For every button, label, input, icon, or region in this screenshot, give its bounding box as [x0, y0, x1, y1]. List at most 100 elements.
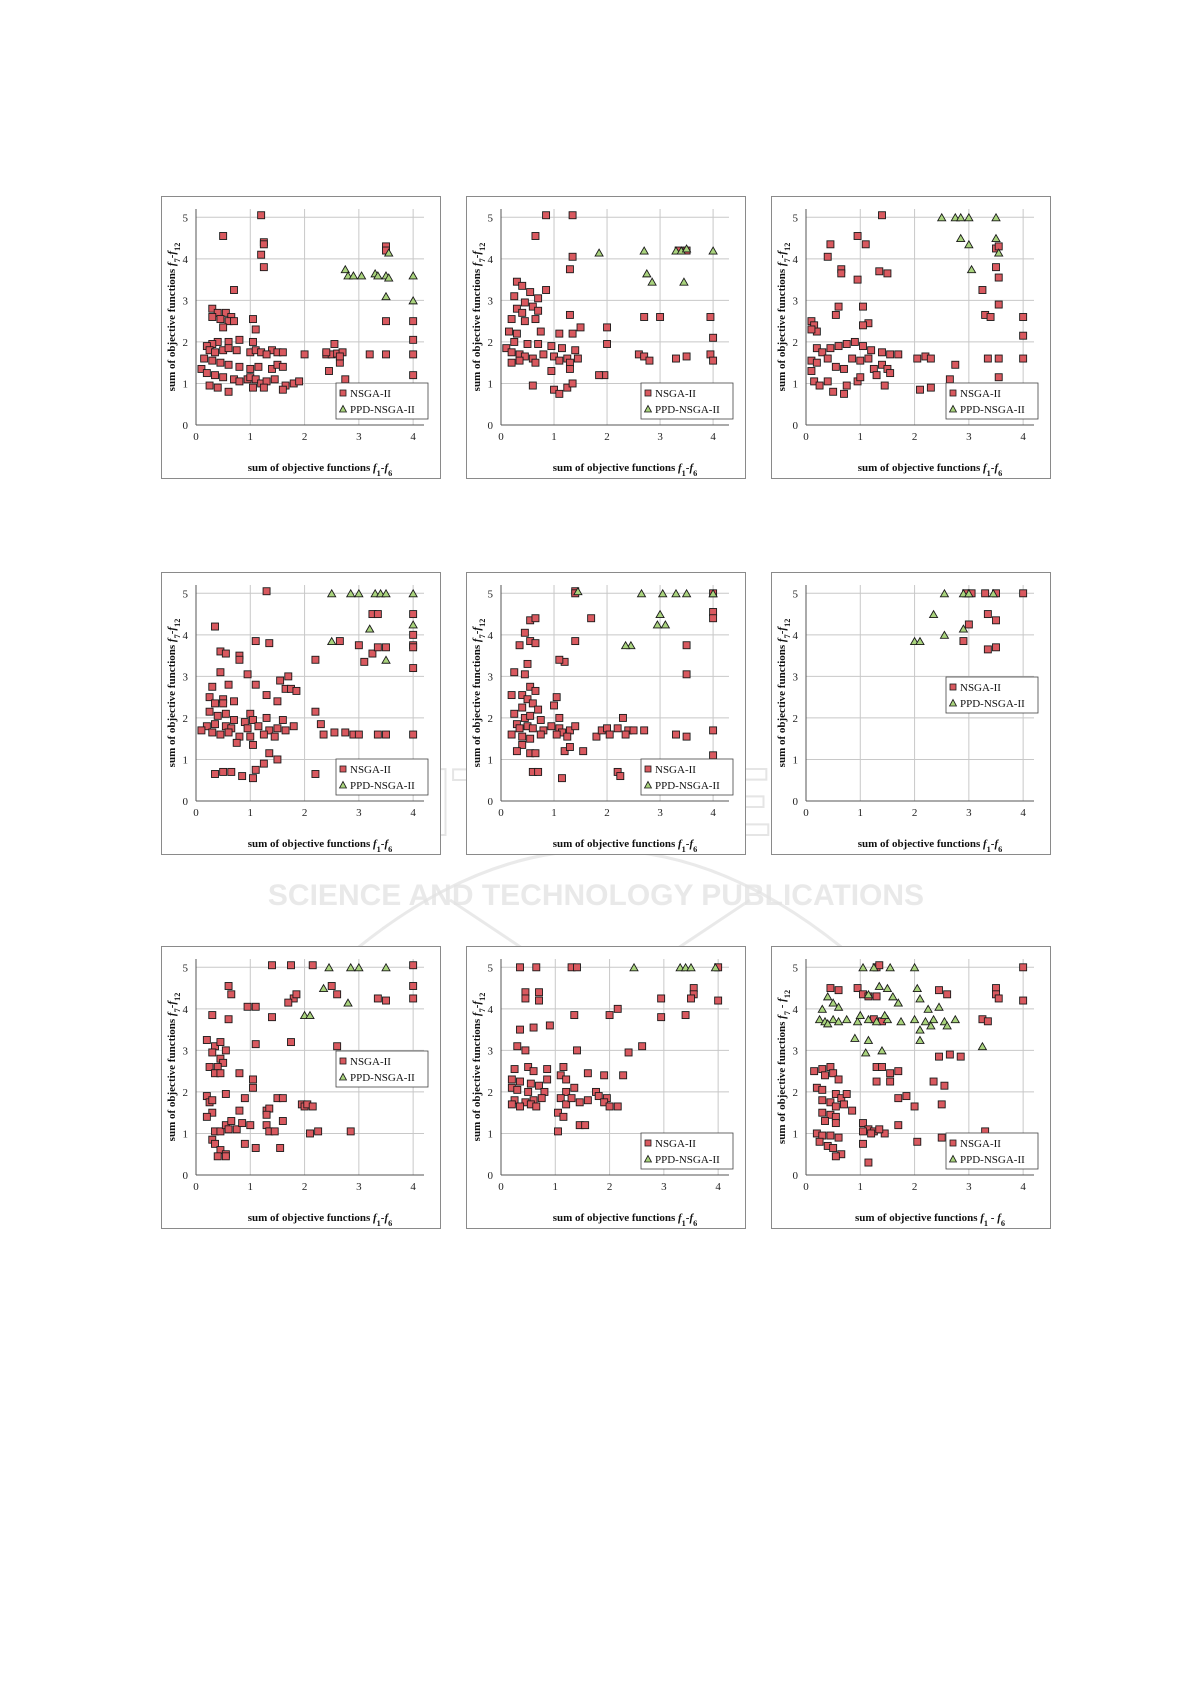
nsga-ii-point: [807, 367, 816, 375]
nsga-ii-point: [216, 358, 225, 367]
ppd-nsga-ii-point: [381, 962, 391, 972]
ppd-nsga-ii-point: [841, 1014, 852, 1024]
nsga-ii-point: [295, 377, 304, 386]
nsga-ii-point: [994, 273, 1003, 282]
nsga-ii-point: [571, 346, 580, 355]
legend-label: NSGA-II: [960, 682, 1001, 694]
nsga-ii-point: [823, 354, 832, 363]
nsga-ii-point: [894, 1121, 903, 1130]
nsga-ii-point: [875, 1125, 884, 1134]
nsga-ii-point: [682, 352, 691, 361]
legend-ppd-nsga-ii-marker: [643, 780, 653, 789]
y-tick-label: 2: [183, 337, 189, 349]
scatter-chart-6: 0 1 2 3 4 0 1 2 3 4 5 sum of objective functions f1…: [776, 585, 1039, 854]
y-tick-label: 0: [183, 796, 189, 808]
ppd-nsga-ii-point: [822, 1019, 833, 1028]
nsga-ii-point: [983, 645, 992, 654]
y-tick-label: 4: [183, 254, 189, 266]
ppd-nsga-ii-point: [686, 962, 696, 972]
y-tick-label: 5: [793, 212, 799, 224]
nsga-ii-point: [240, 1094, 249, 1103]
legend-label: NSGA-II: [350, 764, 391, 776]
nsga-ii-point: [211, 348, 219, 357]
nsga-ii-point: [200, 354, 209, 363]
x-tick-label: 2: [302, 431, 308, 443]
nsga-ii-point: [687, 994, 695, 1003]
nsga-ii-point: [251, 1144, 260, 1152]
nsga-ii-point: [278, 362, 287, 371]
nsga-ii-point: [246, 1121, 255, 1130]
y-tick-label: 1: [488, 378, 494, 390]
x-axis-title: sum of objective functions f1-f6: [858, 462, 1003, 478]
y-tick-label: 2: [488, 1087, 494, 1099]
nsga-ii-point: [657, 1013, 666, 1022]
nsga-ii-point: [595, 371, 604, 380]
scatter-chart-8: 0 1 2 3 4 0 1 2 3 4 5 sum of objective functions f1…: [471, 959, 734, 1228]
nsga-ii-point: [937, 1133, 946, 1142]
legend-nsga-ii-marker: [949, 1139, 957, 1147]
ppd-nsga-ii-point: [383, 248, 394, 257]
nsga-ii-point: [270, 732, 279, 741]
nsga-ii-point: [859, 1139, 867, 1148]
nsga-ii-point: [216, 730, 225, 739]
nsga-ii-point: [518, 703, 527, 712]
ppd-nsga-ii-point: [964, 239, 974, 249]
nsga-ii-point: [526, 711, 535, 720]
legend-nsga-ii-marker: [949, 389, 957, 397]
nsga-ii-point: [560, 747, 569, 756]
ppd-nsga-ii-point: [828, 1014, 838, 1024]
nsga-ii-point: [327, 982, 336, 990]
nsga-ii-point: [592, 732, 601, 741]
y-tick-label: 2: [183, 1087, 189, 1099]
nsga-ii-point: [259, 240, 268, 249]
nsga-ii-point: [287, 1038, 295, 1047]
nsga-ii-point: [605, 1011, 614, 1020]
nsga-ii-point: [856, 356, 865, 365]
nsga-ii-point: [878, 360, 886, 369]
nsga-ii-point: [937, 1100, 946, 1109]
ppd-nsga-ii-point: [326, 636, 337, 646]
nsga-ii-point: [534, 340, 543, 348]
nsga-ii-point: [829, 387, 838, 396]
nsga-ii-point: [603, 323, 611, 332]
nsga-ii-point: [308, 961, 317, 970]
x-tick-label: 0: [803, 431, 809, 443]
nsga-ii-point: [840, 389, 848, 398]
nsga-ii-point: [594, 1092, 603, 1101]
ppd-nsga-ii-point: [708, 588, 718, 598]
nsga-ii-point: [219, 699, 228, 708]
nsga-ii-point: [526, 288, 535, 297]
ppd-nsga-ii-point: [926, 1021, 936, 1030]
legend-label: PPD-NSGA-II: [350, 404, 415, 416]
nsga-ii-point: [613, 1004, 622, 1013]
nsga-ii-point: [531, 315, 540, 324]
ppd-nsga-ii-point: [679, 277, 689, 286]
nsga-ii-point: [556, 1094, 565, 1103]
nsga-ii-point: [523, 340, 532, 348]
nsga-ii-point: [875, 961, 884, 970]
nsga-ii-point: [940, 1081, 949, 1090]
ppd-nsga-ii-point: [915, 636, 925, 646]
nsga-ii-point: [951, 360, 960, 369]
nsga-ii-point: [542, 211, 551, 220]
nsga-ii-point: [230, 697, 238, 706]
nsga-ii-point: [292, 990, 301, 999]
nsga-ii-point: [579, 747, 588, 756]
nsga-ii-point: [208, 1108, 217, 1117]
nsga-ii-point: [516, 1077, 524, 1086]
nsga-ii-point: [945, 375, 954, 384]
nsga-ii-point: [284, 998, 293, 1007]
nsga-ii-point: [559, 1063, 568, 1071]
nsga-ii-point: [983, 1017, 992, 1026]
nsga-ii-point: [520, 670, 529, 679]
legend: NSGA-II PPD-NSGA-II: [335, 382, 429, 420]
nsga-ii-point: [555, 655, 564, 664]
legend: NSGA-II PPD-NSGA-II: [945, 382, 1039, 420]
nsga-ii-point: [831, 1119, 840, 1128]
legend-nsga-ii-marker: [339, 765, 347, 773]
nsga-ii-point: [562, 1100, 571, 1109]
nsga-ii-point: [382, 643, 390, 652]
nsga-ii-point: [518, 691, 527, 700]
y-tick-label: 3: [183, 295, 189, 307]
nsga-ii-point: [616, 772, 625, 781]
